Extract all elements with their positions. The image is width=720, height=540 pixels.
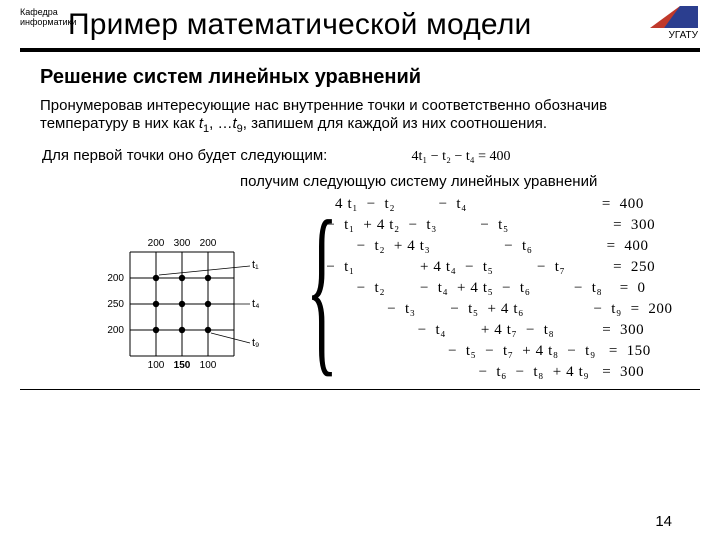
header: Кафедра информатики Пример математическо… [0,0,720,42]
svg-text:300: 300 [174,238,191,249]
svg-text:200: 200 [107,325,124,336]
svg-text:100: 100 [200,360,217,370]
equation-row: − t₁ + 4 t₂ − t₃ − t₅ = 300 [322,215,673,236]
university-logo [650,6,698,32]
equation-row: − t₄ + 4 t₇ − t₈ = 300 [322,320,673,341]
equation-row: − t₅ − t₇ + 4 t₈ − t₉ = 150 [322,341,673,362]
svg-text:100: 100 [148,360,165,370]
page-number: 14 [655,513,672,530]
svg-text:t₄: t₄ [252,298,260,310]
svg-text:t₉: t₉ [252,337,259,349]
svg-text:150: 150 [174,360,191,370]
department-label: Кафедра информатики [20,8,77,28]
equation-row: 4 t₁ − t₂ − t₄ = 400 [322,194,673,215]
svg-text:250: 250 [107,299,124,310]
brace-icon: { [306,194,338,382]
svg-text:200: 200 [107,273,124,284]
equation-row: − t₆ − t₈ + 4 t₉ = 300 [322,362,673,383]
equation-system: { 4 t₁ − t₂ − t₄ = 400 − t₁ + 4 t₂ − t₃ … [308,194,673,383]
svg-text:t₁: t₁ [252,259,259,271]
svg-text:200: 200 [200,238,217,249]
dept-line1: Кафедра [20,7,58,17]
university-name: УГАТУ [669,30,698,41]
equation-row: − t₂ − t₄ + 4 t₅ − t₆ − t₈ = 0 [322,278,673,299]
dept-line2: информатики [20,17,77,27]
footer-rule [20,389,700,390]
page-title: Пример математической модели [68,8,700,42]
equation-row: − t₂ + 4 t₃ − t₆ = 400 [322,236,673,257]
svg-text:200: 200 [148,238,165,249]
content-area: Решение систем линейных уравнений Пронум… [0,52,720,383]
lower-row: 200 300 200 200 250 200 100 150 100 t₁ t₄ t₉ { 4 t₁… [40,194,692,383]
grid-diagram: 200 300 200 200 250 200 100 150 100 t₁ t₄ t₉ [98,230,268,370]
equation-row: − t₃ − t₅ + 4 t₆ − t₉ = 200 [322,299,673,320]
subheading: Решение систем линейных уравнений [40,66,692,89]
paragraph-2: Для первой точки оно будет следующим: 4t… [42,147,692,165]
first-equation: 4t₁ − t₂ − t₄ = 400 [412,149,511,164]
paragraph-1: Пронумеровав интересующие нас внутренние… [40,97,692,137]
equation-row: − t₁ + 4 t₄ − t₅ − t₇ = 250 [322,257,673,278]
